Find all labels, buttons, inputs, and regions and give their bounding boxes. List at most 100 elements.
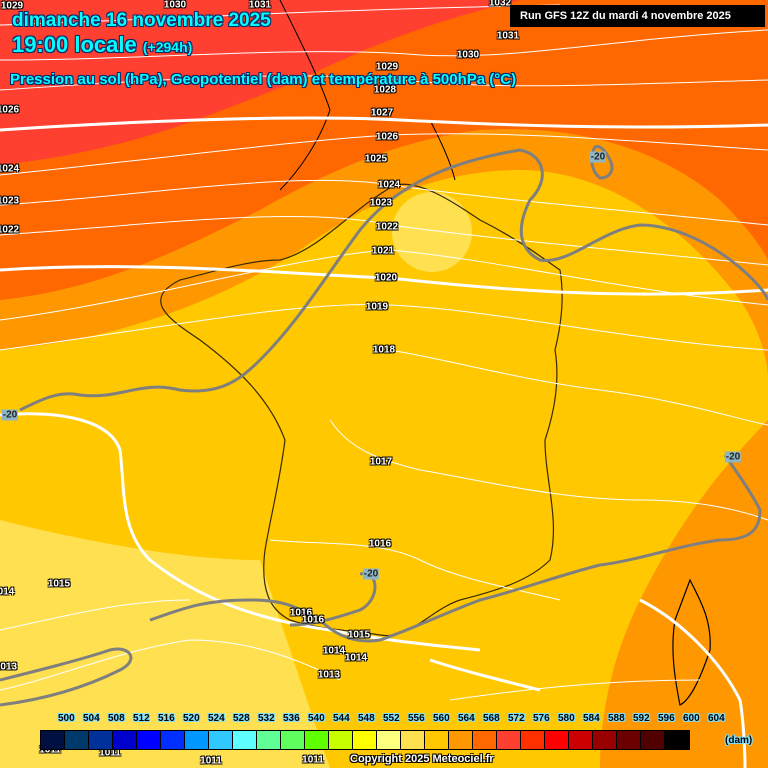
legend-label: 516 — [158, 713, 175, 724]
isobar-label: 1025 — [364, 153, 388, 165]
isobar-label: 1023 — [369, 197, 393, 209]
legend-swatch — [305, 731, 329, 749]
isobar-label: 1018 — [372, 344, 396, 356]
legend-swatch — [161, 731, 185, 749]
legend-swatch — [257, 731, 281, 749]
isotherm-label: -20 — [589, 151, 607, 163]
legend-label: 564 — [458, 713, 475, 724]
isobar-label: 1029 — [0, 0, 24, 12]
isobar-label: 1013 — [317, 669, 341, 681]
legend-label: 540 — [308, 713, 325, 724]
legend-label: 580 — [558, 713, 575, 724]
legend-swatch — [209, 731, 233, 749]
legend-label: 560 — [433, 713, 450, 724]
legend-swatch — [665, 731, 689, 749]
isobar-label: 1011 — [302, 754, 324, 766]
isobar-label: 1030 — [163, 0, 187, 11]
local-time: 19:00 locale — [12, 32, 137, 57]
isobar-label: 1032 — [488, 0, 512, 9]
isobar-label: 1020 — [374, 272, 398, 284]
color-legend — [40, 730, 690, 750]
legend-swatch — [353, 731, 377, 749]
isobar-label: 1021 — [371, 245, 395, 257]
legend-swatch — [521, 731, 545, 749]
legend-swatch — [137, 731, 161, 749]
legend-label: 520 — [183, 713, 200, 724]
isobar-label: 1031 — [496, 30, 520, 42]
legend-label: 504 — [83, 713, 100, 724]
legend-swatch — [617, 731, 641, 749]
model-run-label: Run GFS 12Z du mardi 4 novembre 2025 — [510, 5, 765, 27]
legend-swatch — [497, 731, 521, 749]
isobar-label: 1026 — [0, 104, 20, 116]
legend-label: 536 — [283, 713, 300, 724]
isobar-label: 1015 — [47, 578, 71, 590]
legend-label: 548 — [358, 713, 375, 724]
isobar-label: 1027 — [370, 107, 394, 119]
isobar-label: 1017 — [369, 456, 393, 468]
legend-label: 592 — [633, 713, 650, 724]
legend-swatch — [65, 731, 89, 749]
isobar-label: 1029 — [375, 61, 399, 73]
legend-label: 524 — [208, 713, 225, 724]
legend-labels: 500 504 508 512 516 520 524 528 532 536 540 544 548 5… — [58, 713, 733, 724]
legend-swatch — [377, 731, 401, 749]
legend-label: 556 — [408, 713, 425, 724]
isobar-label: 1030 — [456, 49, 480, 61]
legend-label: 596 — [658, 713, 675, 724]
legend-swatch — [329, 731, 353, 749]
isotherm-label: -20 — [362, 568, 380, 580]
legend-label: 508 — [108, 713, 125, 724]
isobar-label: 1011 — [200, 755, 222, 767]
isobar-label: 1031 — [248, 0, 272, 11]
legend-swatch — [473, 731, 497, 749]
legend-swatch — [449, 731, 473, 749]
legend-swatch — [545, 731, 569, 749]
legend-label: 500 — [58, 713, 75, 724]
isobar-label: 1014 — [344, 652, 368, 664]
legend-label: 568 — [483, 713, 500, 724]
isotherm-label: -20 — [724, 451, 742, 463]
legend-swatch — [281, 731, 305, 749]
legend-label: 600 — [683, 713, 700, 724]
legend-label: 528 — [233, 713, 250, 724]
parameter-description: Pression au sol (hPa), Geopotentiel (dam… — [10, 71, 517, 88]
isobar-label: 1013 — [0, 661, 18, 673]
legend-swatch — [569, 731, 593, 749]
isobar-label: 014 — [0, 586, 15, 598]
forecast-time: 19:00 locale (+294h) — [12, 32, 192, 58]
isobar-label: 1016 — [368, 538, 392, 550]
legend-label: 512 — [133, 713, 150, 724]
legend-swatch — [233, 731, 257, 749]
legend-swatch — [425, 731, 449, 749]
legend-swatch — [89, 731, 113, 749]
legend-label: 584 — [583, 713, 600, 724]
isobar-label: 1028 — [373, 84, 397, 96]
isobar-label: 1019 — [365, 301, 389, 313]
legend-swatch — [185, 731, 209, 749]
isobar-label: 1016 — [289, 607, 313, 619]
forecast-date: dimanche 16 novembre 2025 — [12, 10, 271, 31]
legend-label: 588 — [608, 713, 625, 724]
isotherm-label: -20 — [1, 409, 19, 421]
legend-label: 604 — [708, 713, 725, 724]
isobar-label: 1026 — [375, 131, 399, 143]
legend-label: 552 — [383, 713, 400, 724]
legend-swatch — [41, 731, 65, 749]
isobar-label: 1011 — [39, 744, 61, 756]
copyright: Copyright 2025 Meteociel.fr — [350, 753, 494, 765]
legend-label: 532 — [258, 713, 275, 724]
isobar-label: 1022 — [0, 224, 20, 236]
isobar-label: 1024 — [377, 179, 401, 191]
isobar-label: 1024 — [0, 163, 20, 175]
legend-swatch — [593, 731, 617, 749]
legend-swatch — [401, 731, 425, 749]
isobar-label: 1016 — [301, 614, 325, 626]
lead-time: (+294h) — [142, 39, 193, 55]
isobar-label: 1023 — [0, 195, 20, 207]
legend-unit: (dam) — [725, 735, 753, 746]
isobar-label: 1011 — [99, 747, 121, 759]
isobar-label: 1022 — [375, 221, 399, 233]
